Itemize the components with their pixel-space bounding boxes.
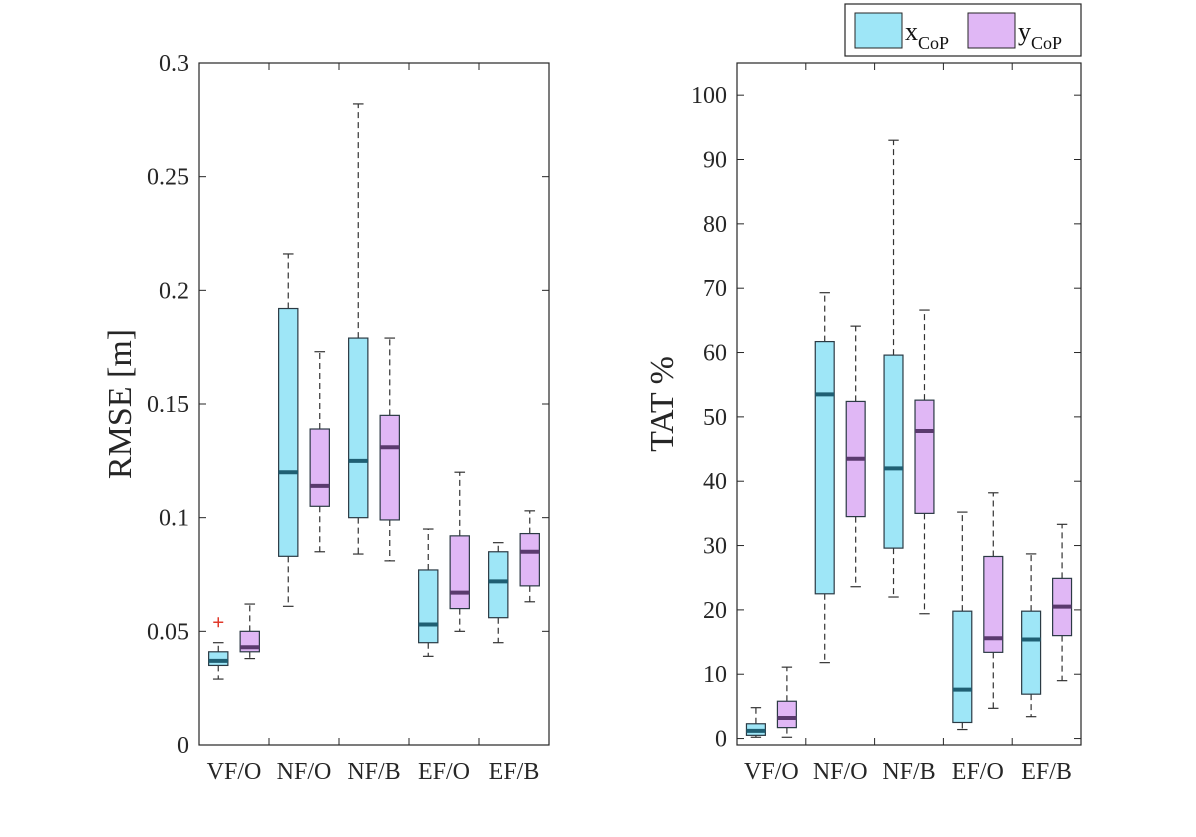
box-xcop [418,569,439,644]
box-xcop [952,610,973,724]
box-xcop [348,337,369,519]
tat-panel: 0 10 20 30 40 50 60 70 80 90 100 VF/O NF/O NF/B EF/O EF… [644,62,1082,785]
y-tick-label: 20 [703,598,727,624]
rmse-panel: 0 0.05 0.1 0.15 0.2 0.25 0.3 VF/O NF/O NF/B EF/O EF… [102,51,550,785]
box-ycop [449,535,470,610]
y-tick-label: 0.25 [147,165,189,191]
y-axis-label: RMSE [m] [102,329,139,479]
box-ycop [983,555,1004,653]
outlier-marker [213,617,224,628]
x-tick-label: VF/O [207,759,262,785]
legend-label-xcop: xCoP [905,17,949,53]
y-tick-label: 30 [703,534,727,560]
legend-label-ycop: yCoP [1018,17,1062,53]
y-tick-label: 70 [703,276,727,302]
y-tick-label: 10 [703,662,727,688]
box-ycop [914,399,935,514]
x-tick-label: NF/B [347,759,400,785]
x-tick-label: EF/O [418,759,470,785]
x-tick-label: VF/O [744,759,799,785]
box-ycop [519,532,540,587]
y-tick-label: 40 [703,469,727,495]
y-tick-label: 0.3 [159,51,189,77]
y-tick-label: 0 [715,727,727,753]
box-ycop [776,700,797,729]
y-tick-label: 100 [691,83,727,109]
x-tick-label: EF/O [952,759,1004,785]
y-tick-label: 80 [703,212,727,238]
legend-swatch-xcop [854,12,903,49]
box-ycop [309,428,330,507]
box-xcop [208,651,229,667]
y-tick-label: 50 [703,405,727,431]
x-tick-label: NF/O [277,759,332,785]
y-tick-label: 60 [703,341,727,367]
x-tick-label: NF/B [882,759,935,785]
y-tick-label: 0.05 [147,619,189,645]
x-tick-label: EF/B [1021,759,1072,785]
box-xcop [278,307,299,557]
x-tick-label: NF/O [813,759,868,785]
box-xcop [814,340,835,595]
box-xcop [488,551,509,619]
y-axis-label: TAT % [644,356,681,452]
legend: xCoP yCoP [844,3,1082,57]
y-tick-label: 0.1 [159,506,189,532]
x-tick-label: EF/B [489,759,540,785]
legend-swatch-ycop [967,12,1016,49]
box-xcop [883,354,904,549]
y-tick-label: 0.2 [159,278,189,304]
y-tick-label: 90 [703,148,727,174]
y-tick-label: 0 [177,733,189,759]
box-ycop [379,414,400,521]
y-tick-label: 0.15 [147,392,189,418]
box-xcop [1021,610,1042,695]
